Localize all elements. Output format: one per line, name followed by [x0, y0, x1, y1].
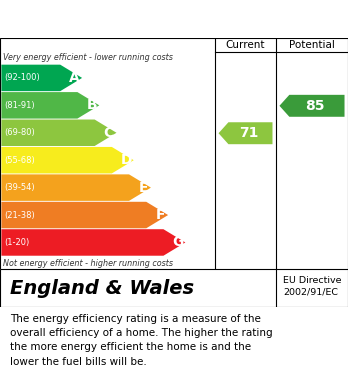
Text: (21-38): (21-38)	[4, 210, 35, 219]
Polygon shape	[1, 174, 151, 201]
Text: B: B	[86, 99, 97, 112]
Text: The energy efficiency rating is a measure of the
overall efficiency of a home. T: The energy efficiency rating is a measur…	[10, 314, 273, 367]
Text: Potential: Potential	[289, 40, 335, 50]
Polygon shape	[219, 122, 272, 144]
Text: (39-54): (39-54)	[4, 183, 35, 192]
Text: 85: 85	[305, 99, 325, 113]
Text: England & Wales: England & Wales	[10, 279, 195, 298]
Text: F: F	[156, 208, 165, 222]
Text: (92-100): (92-100)	[4, 74, 40, 83]
Text: C: C	[104, 126, 114, 140]
Polygon shape	[1, 229, 185, 256]
Text: EU Directive
2002/91/EC: EU Directive 2002/91/EC	[283, 276, 341, 297]
Polygon shape	[1, 120, 117, 146]
Polygon shape	[1, 92, 99, 118]
Text: (81-91): (81-91)	[4, 101, 35, 110]
Text: G: G	[172, 235, 183, 249]
Polygon shape	[1, 202, 168, 228]
Text: (55-68): (55-68)	[4, 156, 35, 165]
Text: Current: Current	[226, 40, 265, 50]
Polygon shape	[1, 65, 82, 91]
Polygon shape	[279, 95, 345, 117]
Polygon shape	[1, 147, 134, 174]
Text: Energy Efficiency Rating: Energy Efficiency Rating	[10, 12, 232, 27]
Text: Very energy efficient - lower running costs: Very energy efficient - lower running co…	[3, 53, 173, 62]
Text: (69-80): (69-80)	[4, 128, 35, 137]
Text: A: A	[69, 71, 80, 85]
Text: E: E	[139, 181, 148, 195]
Text: D: D	[120, 153, 132, 167]
Text: Not energy efficient - higher running costs: Not energy efficient - higher running co…	[3, 258, 174, 267]
Text: (1-20): (1-20)	[4, 238, 30, 247]
Text: 71: 71	[239, 126, 258, 140]
